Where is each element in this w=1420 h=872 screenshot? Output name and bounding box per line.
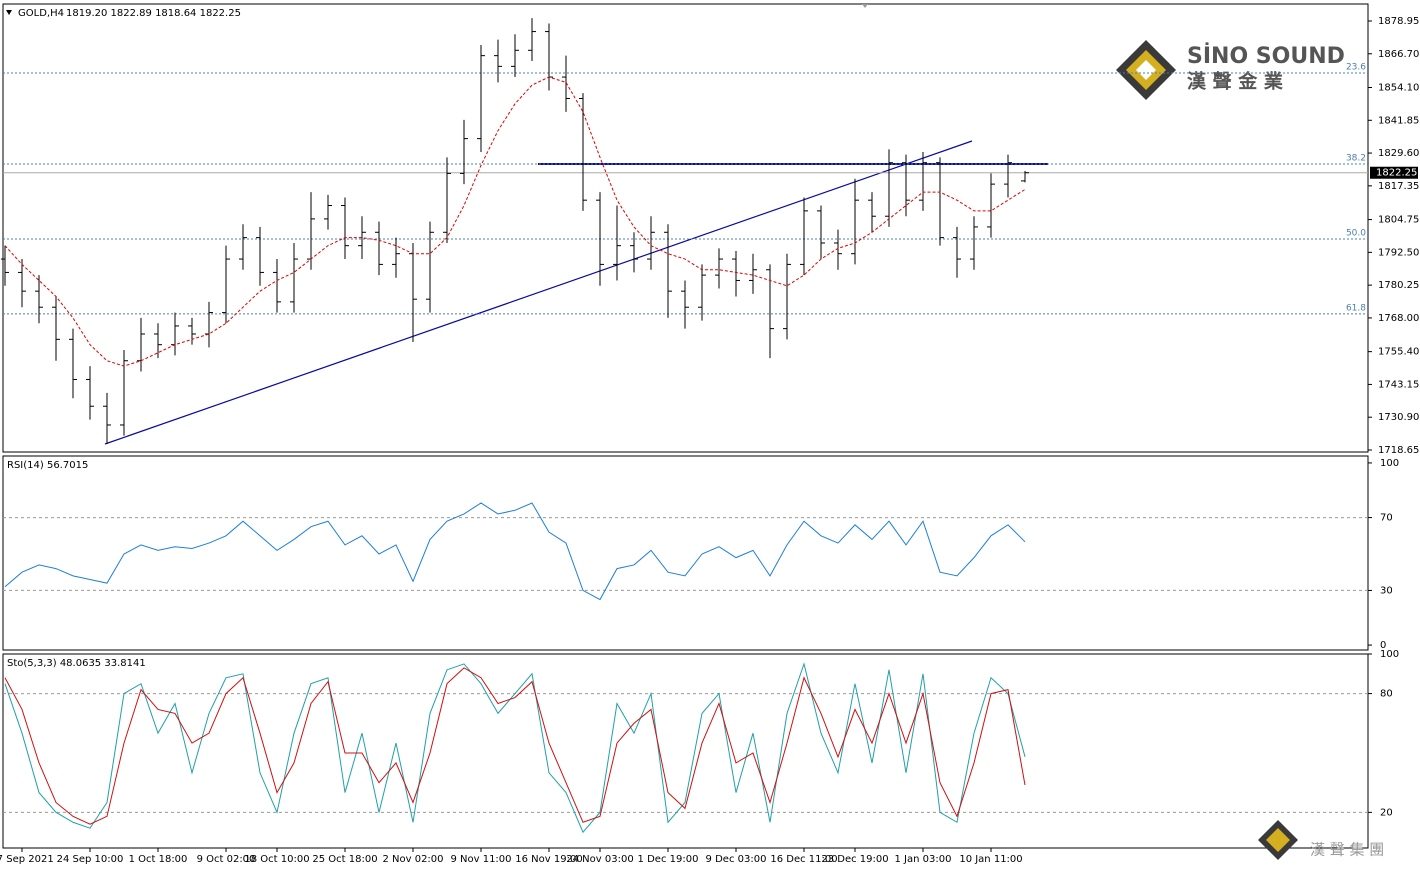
- y-tick-label: 0: [1380, 640, 1386, 651]
- x-tick-label: 2 Nov 02:00: [382, 854, 443, 865]
- fib-label: 50.0: [1346, 228, 1366, 238]
- x-tick-label: 16 Nov 19:00: [515, 854, 582, 865]
- rsi-panel: [2, 455, 1369, 651]
- y-tick-label: 1804.75: [1378, 215, 1419, 226]
- indicator-line: [4, 662, 1026, 834]
- y-tick-label: 1829.60: [1378, 148, 1419, 159]
- x-tick-label: 23 Dec 19:00: [821, 854, 888, 865]
- symbol-title: GOLD,H4: [18, 8, 64, 19]
- x-tick-label: 10 Jan 11:00: [959, 854, 1022, 865]
- stoch-panel: [2, 653, 1369, 849]
- x-tick-label: 1 Oct 18:00: [129, 854, 188, 865]
- y-tick-label: 70: [1380, 513, 1393, 524]
- price-panel: [2, 3, 1369, 453]
- y-tick-label: 1730.90: [1378, 412, 1419, 423]
- menu-arrow: [6, 10, 12, 15]
- y-tick-label: 30: [1380, 585, 1393, 596]
- y-tick-label: 1841.85: [1378, 115, 1419, 126]
- x-tick-label: 18 Oct 10:00: [244, 854, 309, 865]
- y-tick-label: 100: [1380, 458, 1399, 469]
- y-tick-label: 1854.10: [1378, 82, 1419, 93]
- rsi-title: RSI(14) 56.7015: [7, 460, 88, 471]
- footer-logo: 漢 聲 集 團: [1258, 820, 1384, 860]
- current-price-box: [1370, 166, 1418, 179]
- y-tick-label: 20: [1380, 807, 1393, 818]
- y-tick-label: 80: [1380, 689, 1393, 700]
- y-tick-label: 1817.35: [1378, 181, 1419, 192]
- moving-average: [4, 76, 1026, 367]
- y-tick-label: 1718.65: [1378, 445, 1419, 456]
- logo-chinese: 漢 聲 金 業: [1187, 70, 1284, 93]
- y-tick-label: 1780.25: [1378, 280, 1419, 291]
- y-tick-label: 1755.40: [1378, 347, 1419, 358]
- x-tick-label: 1 Dec 19:00: [638, 854, 699, 865]
- x-tick-label: 1 Jan 03:00: [895, 854, 952, 865]
- x-tick-label: 9 Dec 03:00: [706, 854, 767, 865]
- indicator-line: [4, 502, 1026, 601]
- trend-line: [104, 140, 973, 445]
- x-tick-label: 24 Sep 10:00: [57, 854, 124, 865]
- y-tick-label: 1743.15: [1378, 379, 1419, 390]
- y-tick-label: 1792.50: [1378, 247, 1419, 258]
- stoch-title: Sto(5,3,3) 48.0635 33.8141: [7, 658, 146, 669]
- logo-name: SİNO SOUND: [1187, 43, 1345, 69]
- current-price-label: 1822.25: [1376, 168, 1417, 179]
- x-tick-label: 9 Oct 02:00: [197, 854, 256, 865]
- x-tick-label: 24 Nov 03:00: [566, 854, 633, 865]
- indicator-line: [4, 667, 1026, 825]
- x-tick-label: 16 Dec 11:00: [770, 854, 837, 865]
- scroll-marker: [862, 4, 868, 8]
- y-tick-label: 1768.00: [1378, 313, 1419, 324]
- y-tick-label: 100: [1380, 649, 1399, 660]
- ohlc-label: 1819.20 1822.89 1818.64 1822.25: [66, 8, 241, 19]
- y-tick-label: 1878.95: [1378, 16, 1419, 27]
- fib-label: 23.6: [1346, 63, 1366, 73]
- footer-text: 漢 聲 集 團: [1310, 841, 1384, 859]
- x-tick-label: 25 Oct 18:00: [312, 854, 377, 865]
- logo: SİNO SOUND 漢 聲 金 業: [1116, 40, 1345, 100]
- x-tick-label: 17 Sep 2021: [0, 854, 54, 865]
- x-tick-label: 9 Nov 11:00: [450, 854, 511, 865]
- fib-label: 61.8: [1346, 303, 1366, 313]
- fib-label: 38.2: [1346, 154, 1366, 164]
- y-tick-label: 1866.70: [1378, 49, 1419, 60]
